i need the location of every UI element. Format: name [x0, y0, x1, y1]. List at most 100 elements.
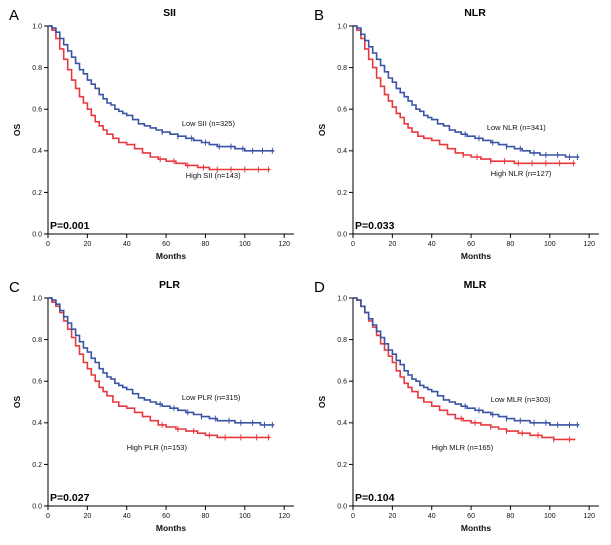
panel-title: MLR [463, 279, 487, 291]
y-axis-label: OS [12, 396, 22, 409]
series-label-high: High SII (n=143) [186, 171, 241, 180]
x-tick-label: 20 [83, 513, 91, 520]
x-tick-label: 20 [83, 241, 91, 248]
panel-title: NLR [464, 7, 486, 19]
x-tick-label: 0 [351, 513, 355, 520]
y-tick-label: 0.0 [337, 503, 347, 510]
x-tick-label: 20 [388, 513, 396, 520]
km-curve-high [48, 25, 271, 171]
y-tick-label: 0.6 [32, 379, 42, 386]
panel-letter: D [314, 279, 325, 296]
series-label-high: High NLR (n=127) [491, 169, 552, 178]
y-tick-label: 0.0 [337, 231, 347, 238]
x-tick-label: 60 [162, 513, 170, 520]
series-label-low: Low MLR (n=303) [491, 395, 551, 404]
x-tick-label: 40 [123, 241, 131, 248]
y-tick-label: 1.0 [337, 295, 347, 302]
x-tick-label: 100 [239, 513, 251, 520]
km-chart-plr: 0.0 0.2 0.4 0.6 0.8 1.0 0 20 40 60 80 100 120 OS Month… [12, 295, 294, 533]
x-tick-label: 80 [202, 513, 210, 520]
x-tick-label: 80 [507, 241, 515, 248]
y-tick-label: 0.4 [32, 148, 42, 155]
km-curve-low [48, 25, 275, 152]
axes [349, 25, 599, 238]
km-curve-high [353, 25, 576, 165]
x-tick-label: 120 [278, 513, 290, 520]
x-tick-label: 40 [428, 241, 436, 248]
km-panel-sii: A SII 0.0 0.2 0.4 0.6 0.8 1.0 0 20 40 60 80 100 120 O… [0, 0, 305, 272]
y-tick-label: 0.4 [32, 420, 42, 427]
y-tick-label: 0.4 [337, 420, 347, 427]
x-tick-label: 0 [46, 513, 50, 520]
y-tick-label: 0.4 [337, 148, 347, 155]
y-tick-label: 0.8 [337, 337, 347, 344]
y-tick-label: 0.0 [32, 231, 42, 238]
x-tick-label: 120 [583, 241, 595, 248]
p-value-label: P=0.104 [355, 492, 395, 504]
x-tick-label: 0 [46, 241, 50, 248]
series-label-low: Low SII (n=325) [182, 119, 236, 128]
p-value-label: P=0.033 [355, 220, 395, 232]
km-curve-high [353, 297, 576, 441]
y-axis-label: OS [317, 396, 327, 409]
x-tick-label: 60 [467, 513, 475, 520]
x-tick-label: 100 [239, 241, 251, 248]
y-tick-label: 0.8 [32, 65, 42, 72]
panel-letter: B [314, 7, 325, 24]
series-label-low: Low PLR (n=315) [182, 393, 241, 402]
x-tick-label: 60 [162, 241, 170, 248]
y-tick-label: 0.0 [32, 503, 42, 510]
km-chart-nlr: 0.0 0.2 0.4 0.6 0.8 1.0 0 20 40 60 80 100 120 OS Month… [317, 23, 599, 261]
km-panel-plr: C PLR 0.0 0.2 0.4 0.6 0.8 1.0 0 20 40 60 80 100 120 O… [0, 272, 305, 544]
x-axis-label: Months [156, 251, 186, 261]
x-axis-label: Months [461, 523, 491, 533]
panel-letter: A [9, 7, 20, 24]
series-label-high: High MLR (n=165) [432, 443, 494, 452]
y-tick-label: 0.6 [32, 107, 42, 114]
x-axis-label: Months [461, 251, 491, 261]
panel-letter: C [9, 279, 20, 296]
y-tick-label: 1.0 [32, 23, 42, 30]
axes [44, 297, 294, 510]
x-tick-label: 40 [123, 513, 131, 520]
p-value-label: P=0.027 [50, 492, 90, 504]
y-tick-label: 0.2 [337, 190, 347, 197]
panel-title: PLR [159, 279, 180, 291]
x-tick-label: 120 [278, 241, 290, 248]
y-tick-label: 0.2 [32, 190, 42, 197]
x-tick-label: 100 [544, 241, 556, 248]
y-tick-label: 1.0 [32, 295, 42, 302]
km-chart-sii: 0.0 0.2 0.4 0.6 0.8 1.0 0 20 40 60 80 100 120 OS Month… [12, 23, 294, 261]
x-axis-label: Months [156, 523, 186, 533]
km-panel-nlr: B NLR 0.0 0.2 0.4 0.6 0.8 1.0 0 20 40 60 80 100 120 O… [305, 0, 611, 272]
x-tick-label: 80 [202, 241, 210, 248]
y-tick-label: 0.2 [337, 462, 347, 469]
y-tick-label: 0.6 [337, 107, 347, 114]
y-tick-label: 0.8 [337, 65, 347, 72]
y-tick-label: 0.8 [32, 337, 42, 344]
series-label-high: High PLR (n=153) [127, 443, 188, 452]
km-curve-low [353, 297, 580, 426]
km-curve-high [48, 297, 271, 439]
axes [44, 25, 294, 238]
x-tick-label: 0 [351, 241, 355, 248]
x-tick-label: 60 [467, 241, 475, 248]
x-tick-label: 40 [428, 513, 436, 520]
y-axis-label: OS [12, 124, 22, 137]
axes [349, 297, 599, 510]
x-tick-label: 20 [388, 241, 396, 248]
p-value-label: P=0.001 [50, 220, 90, 232]
km-curve-low [48, 297, 275, 426]
km-chart-mlr: 0.0 0.2 0.4 0.6 0.8 1.0 0 20 40 60 80 100 120 OS Month… [317, 295, 599, 533]
km-panel-mlr: D MLR 0.0 0.2 0.4 0.6 0.8 1.0 0 20 40 60 80 100 120 O… [305, 272, 611, 544]
x-tick-label: 120 [583, 513, 595, 520]
y-tick-label: 0.2 [32, 462, 42, 469]
y-tick-label: 1.0 [337, 23, 347, 30]
y-axis-label: OS [317, 124, 327, 137]
x-tick-label: 80 [507, 513, 515, 520]
series-label-low: Low NLR (n=341) [487, 123, 546, 132]
km-curve-low [353, 25, 580, 158]
x-tick-label: 100 [544, 513, 556, 520]
panel-title: SII [163, 7, 176, 19]
